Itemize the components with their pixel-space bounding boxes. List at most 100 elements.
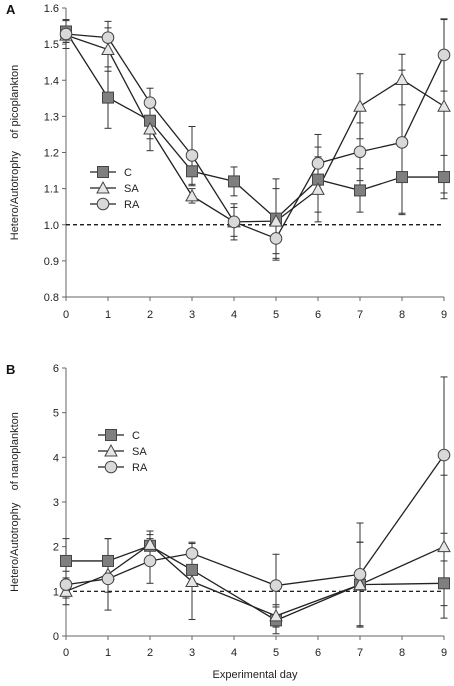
y-tick-label: 6 bbox=[53, 363, 59, 375]
y-axis-label: Hetero/Autotrophy of picoplankton bbox=[9, 65, 21, 241]
data-point bbox=[101, 31, 115, 44]
y-tick-label: 4 bbox=[53, 452, 59, 464]
y-tick-label: 1 bbox=[53, 586, 59, 598]
y-tick-label: 0.8 bbox=[44, 292, 59, 304]
y-tick-label: 1.3 bbox=[44, 111, 59, 123]
data-point bbox=[59, 578, 73, 591]
data-point bbox=[311, 182, 325, 195]
y-tick-label: 2 bbox=[53, 542, 59, 554]
y-tick-label: 1.5 bbox=[44, 39, 59, 51]
series-line bbox=[65, 31, 444, 220]
series-markers-c bbox=[60, 25, 450, 225]
data-point bbox=[185, 574, 199, 588]
y-tick-label: 0 bbox=[53, 631, 59, 643]
legend-label: RA bbox=[124, 199, 140, 211]
x-tick-label: 0 bbox=[63, 309, 69, 321]
data-point bbox=[143, 96, 157, 109]
x-tick-label: 3 bbox=[189, 309, 195, 321]
legend-label: C bbox=[124, 167, 132, 179]
data-point bbox=[269, 608, 283, 622]
legend: C SA RA bbox=[98, 429, 148, 474]
x-tick-label: 8 bbox=[399, 309, 405, 321]
legend-marker bbox=[96, 197, 110, 211]
data-point bbox=[353, 568, 367, 581]
series-c bbox=[62, 534, 448, 635]
data-point bbox=[395, 72, 409, 86]
x-tick-label: 6 bbox=[315, 647, 321, 659]
y-tick-label: 0.9 bbox=[44, 256, 59, 268]
data-point bbox=[228, 175, 240, 188]
series-markers-c bbox=[60, 539, 450, 627]
series-line bbox=[65, 454, 445, 587]
x-tick-label: 8 bbox=[399, 647, 405, 659]
data-point bbox=[437, 99, 451, 112]
data-point bbox=[437, 539, 451, 553]
legend-label: SA bbox=[132, 446, 147, 458]
series-markers-ra bbox=[59, 27, 451, 245]
series-markers-sa bbox=[59, 537, 451, 622]
series-markers-ra bbox=[59, 448, 451, 592]
data-point bbox=[143, 554, 157, 568]
data-point bbox=[353, 577, 367, 591]
x-tick-label: 3 bbox=[189, 647, 195, 659]
data-point bbox=[60, 554, 72, 567]
x-tick-label: 1 bbox=[105, 309, 111, 321]
data-point bbox=[101, 42, 115, 56]
series-sa bbox=[62, 474, 448, 628]
series-markers-sa bbox=[59, 28, 451, 228]
legend-label: C bbox=[132, 430, 140, 442]
series-ra bbox=[62, 376, 448, 627]
data-point bbox=[227, 215, 241, 229]
data-point bbox=[186, 563, 198, 576]
data-point bbox=[269, 214, 283, 227]
x-tick-label: 9 bbox=[441, 309, 447, 321]
chart-panel-a: A 0.8 0.9 1.0 1.1 1.2 1.3 1.4 1.5 1.6 0 1 2 3 4 5 6 7 8 9 He… bbox=[6, 2, 451, 321]
data-point bbox=[185, 149, 199, 162]
legend-label: RA bbox=[132, 462, 148, 474]
data-point bbox=[185, 547, 199, 560]
data-point bbox=[438, 171, 450, 184]
x-tick-label: 4 bbox=[231, 647, 237, 659]
data-point bbox=[353, 145, 367, 159]
data-point bbox=[311, 157, 325, 170]
panel-label: A bbox=[6, 2, 16, 17]
data-point bbox=[395, 136, 409, 149]
series-sa bbox=[62, 19, 448, 255]
series-line bbox=[65, 34, 445, 223]
data-point bbox=[269, 232, 283, 245]
series-ra bbox=[62, 18, 448, 261]
data-point bbox=[353, 99, 367, 112]
data-point bbox=[59, 27, 73, 41]
x-tick-label: 7 bbox=[357, 309, 363, 321]
series-line bbox=[65, 33, 445, 240]
y-tick-label: 1.1 bbox=[44, 184, 59, 196]
data-point bbox=[185, 188, 199, 202]
legend-marker bbox=[97, 166, 109, 178]
x-tick-label: 1 bbox=[105, 647, 111, 659]
data-point bbox=[269, 579, 283, 592]
data-point bbox=[186, 165, 198, 178]
y-tick-label: 5 bbox=[53, 408, 59, 420]
panel-label: B bbox=[6, 362, 15, 377]
data-point bbox=[102, 91, 114, 104]
y-tick-label: 1.4 bbox=[44, 75, 59, 87]
y-axis-label: Hetero/Autotrophy of nanoplankton bbox=[9, 412, 21, 592]
legend-marker bbox=[96, 180, 110, 194]
y-tick-label: 3 bbox=[53, 497, 59, 509]
data-point bbox=[102, 554, 114, 567]
legend-marker bbox=[104, 460, 118, 474]
y-tick-label: 1.0 bbox=[44, 220, 59, 232]
x-tick-label: 6 bbox=[315, 309, 321, 321]
x-tick-label: 5 bbox=[273, 647, 279, 659]
chart-panel-b: B 0 1 2 3 4 5 6 0 1 2 3 4 5 6 7 8 9 Hetero/Autotrophy of n… bbox=[6, 362, 451, 681]
x-tick-label: 2 bbox=[147, 309, 153, 321]
data-point bbox=[396, 171, 408, 184]
x-tick-label: 5 bbox=[273, 309, 279, 321]
data-point bbox=[143, 121, 157, 135]
legend-marker bbox=[105, 429, 117, 441]
x-tick-label: 2 bbox=[147, 647, 153, 659]
legend: C SA RA bbox=[90, 166, 140, 211]
y-tick-label: 1.6 bbox=[44, 3, 59, 15]
x-axis-label: Experimental day bbox=[213, 669, 298, 681]
